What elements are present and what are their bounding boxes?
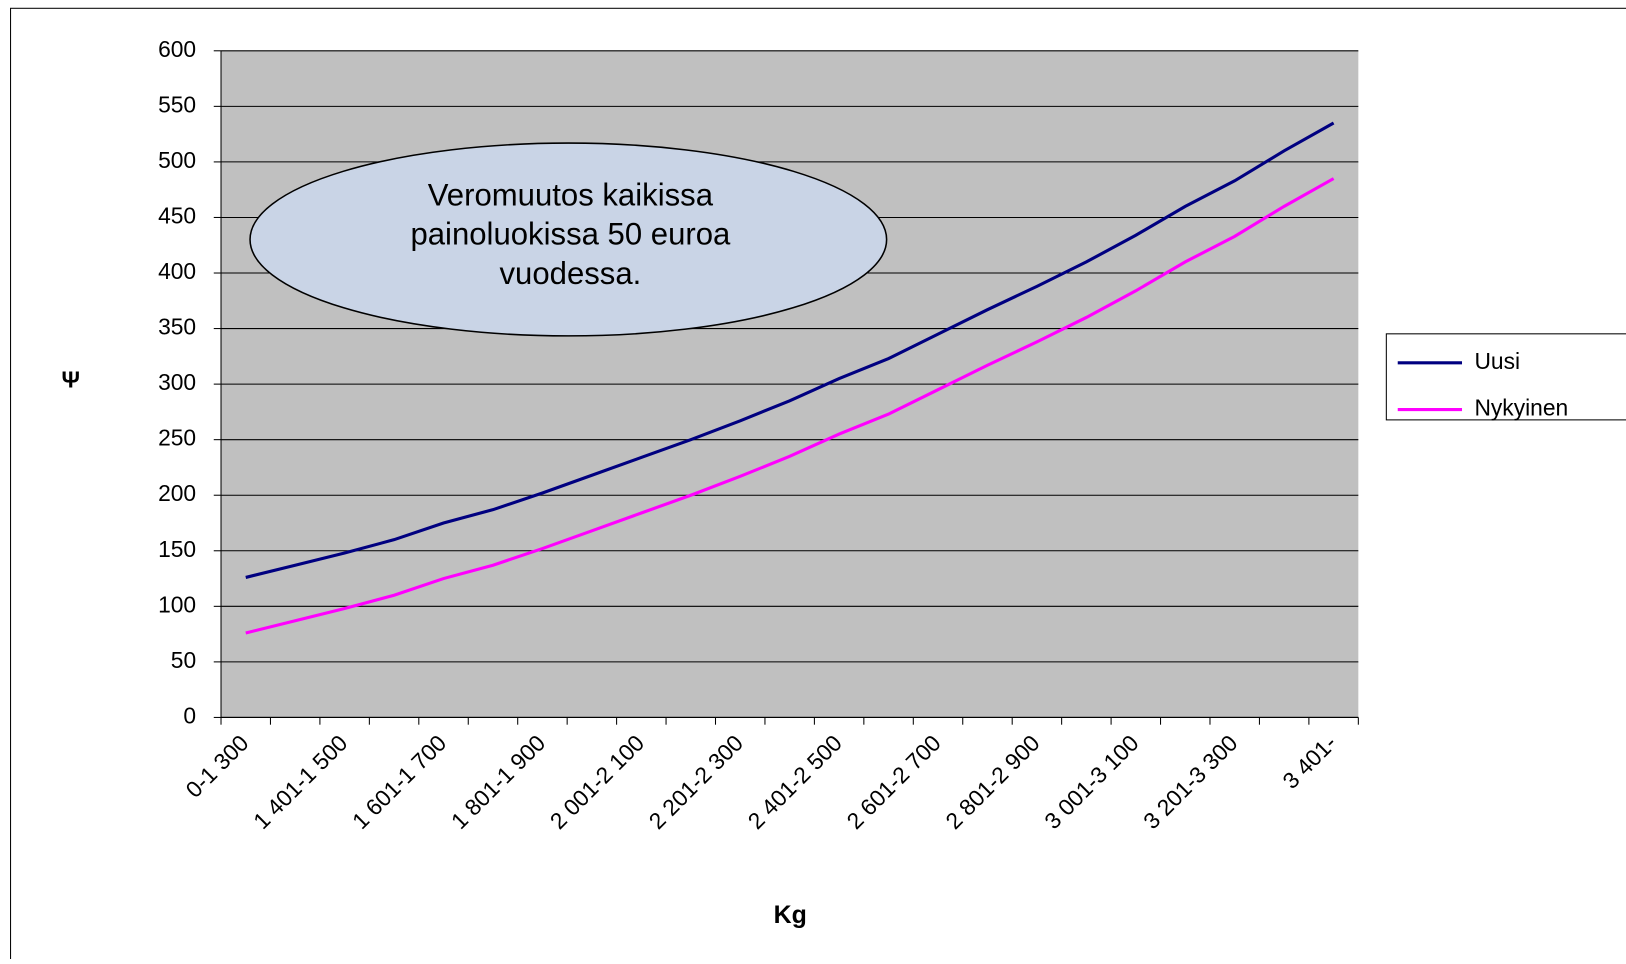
y-tick-label: 450	[158, 202, 196, 228]
y-tick-label: 200	[158, 480, 196, 506]
y-tick-label: 300	[158, 369, 196, 395]
y-tick-label: 550	[158, 91, 196, 117]
y-tick-label: 400	[158, 258, 196, 284]
annotation-bubble	[249, 142, 888, 337]
series-line	[245, 121, 1335, 579]
y-tick-label: 0	[183, 702, 196, 728]
y-tick-label: 100	[158, 591, 196, 617]
y-tick-label: 500	[158, 147, 196, 173]
legend-label: Uusi	[1474, 348, 1520, 374]
y-tick-label: 50	[171, 647, 196, 673]
y-axis-title: Ψ	[61, 367, 79, 393]
series-line	[245, 177, 1335, 635]
legend-box	[1385, 333, 1626, 421]
y-tick-label: 150	[158, 536, 196, 562]
y-tick-label: 350	[158, 314, 196, 340]
annotation: Veromuutos kaikissa painoluokissa 50 eur…	[410, 178, 731, 292]
y-tick-label: 250	[158, 425, 196, 451]
annotation-box: Veromuutos kaikissa painoluokissa 50 eur…	[410, 178, 731, 292]
x-axis-title: Kg	[774, 901, 807, 929]
y-tick-label: 600	[158, 36, 196, 62]
legend-label: Nykyinen	[1474, 395, 1568, 421]
lines	[245, 121, 1335, 635]
